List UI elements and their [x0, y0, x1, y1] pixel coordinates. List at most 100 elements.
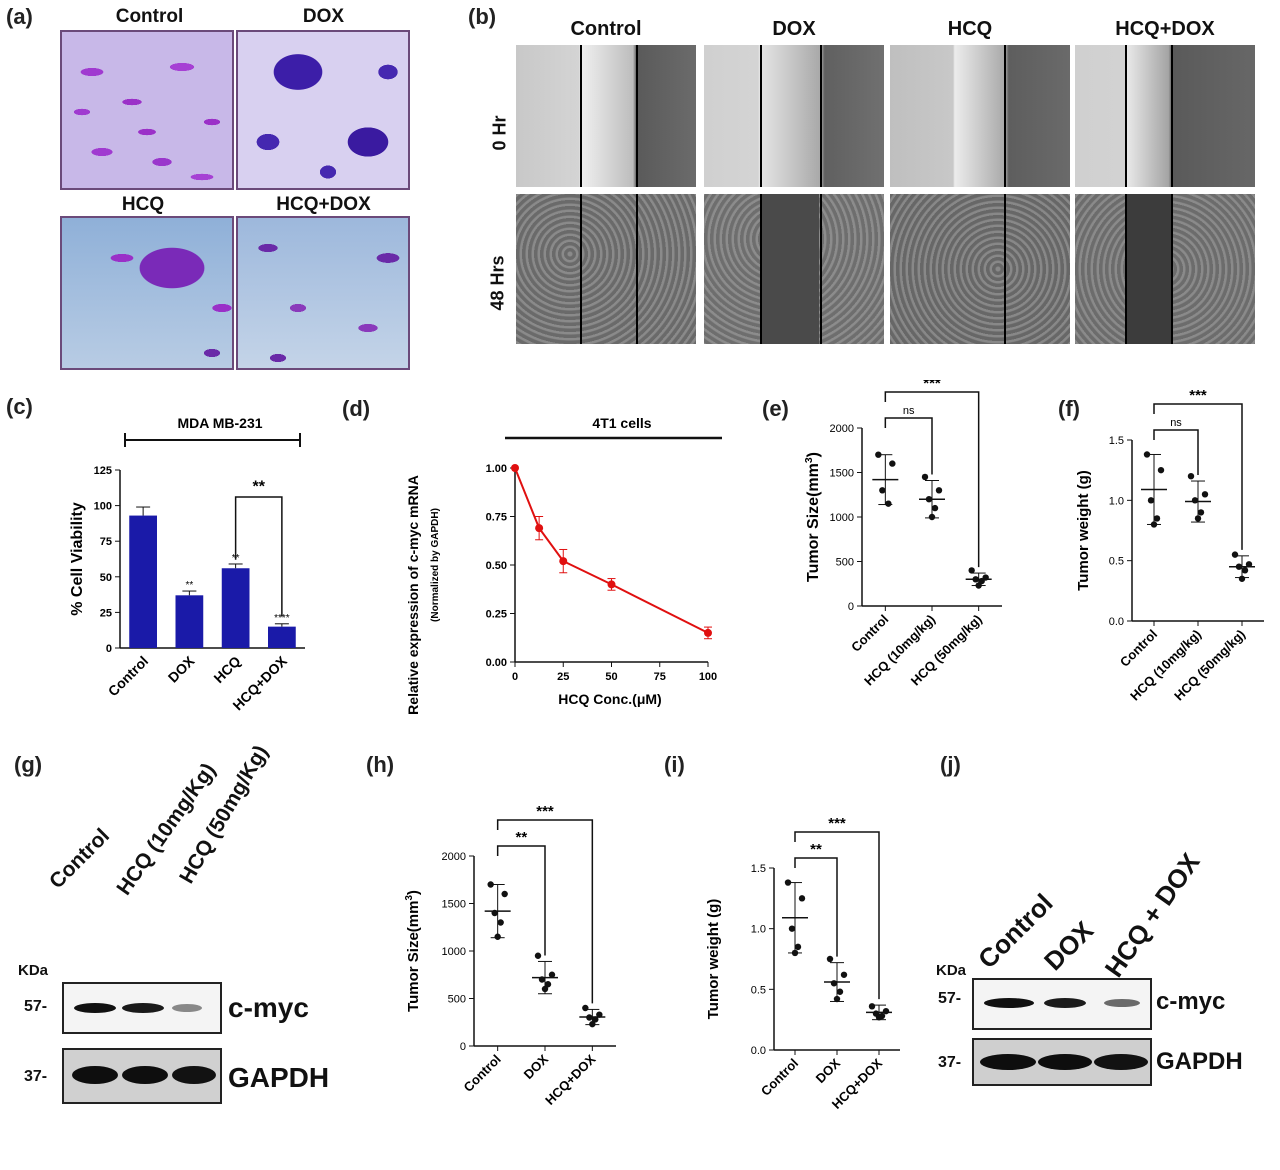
chart-d-cmyc-expression: 0.00 0.25 0.50 0.75 1.00 0 25 50 75 100 4T1 cells H… — [405, 415, 722, 715]
panel-label-h: (h) — [366, 752, 395, 777]
d-title: 4T1 cells — [592, 415, 651, 431]
wb-g-protein-cmyc: c-myc — [228, 992, 309, 1023]
panel-label-j: (j) — [940, 752, 961, 777]
wb-g-cmyc-strip — [62, 982, 222, 1034]
c-bar — [175, 595, 204, 648]
transwell-image-hcq-dox — [236, 216, 410, 370]
e-x-tick-label: Control — [848, 612, 891, 655]
d-x-tick-label: 100 — [699, 671, 717, 683]
wb-g-gapdh-band-1 — [72, 1066, 118, 1084]
d-x-tick-label: 25 — [557, 671, 569, 683]
i-data-point — [830, 980, 838, 987]
f-y-label: Tumor weight (g) — [1075, 470, 1092, 591]
i-bracket — [794, 831, 880, 1000]
c-bracket — [234, 496, 283, 617]
f-y-tick-label: 1.0 — [1109, 495, 1124, 507]
wb-j-lane-hcqdox: HCQ + DOX — [1098, 847, 1206, 983]
scratch-image-hcqdox-0hr — [1075, 45, 1255, 187]
c-x-tick-label: DOX — [165, 652, 198, 685]
panel-label-e: (e) — [762, 396, 789, 421]
wb-g-lane-control: Control — [45, 824, 115, 894]
i-bracket — [794, 857, 838, 957]
c-y-tick-label: 125 — [94, 465, 112, 477]
i-data-point — [826, 955, 834, 963]
f-data-point — [1150, 521, 1158, 528]
i-data-point — [788, 925, 796, 932]
micro-title-hcq-dox: HCQ+DOX — [276, 194, 371, 215]
scratch-col-dox: DOX — [772, 18, 816, 40]
c-bar-annotation: **** — [274, 613, 290, 624]
wb-j-gapdh-band-3 — [1094, 1054, 1148, 1070]
wb-j-gapdh-band-1 — [980, 1054, 1036, 1070]
d-y-label-sub: (Normalized by GAPDH) — [430, 508, 441, 622]
c-y-tick-label: 75 — [100, 536, 112, 548]
h-data-point — [544, 981, 552, 988]
scratch-image-control-48hr — [516, 194, 696, 344]
i-bracket-label: *** — [828, 815, 846, 832]
transwell-image-dox — [236, 30, 410, 190]
scratch-image-hcq-0hr — [890, 45, 1070, 187]
i-data-point — [833, 995, 841, 1003]
i-data-point — [784, 879, 792, 886]
c-y-tick-label: 100 — [94, 501, 112, 513]
f-data-point — [1143, 451, 1151, 458]
scratch-row-0hr: 0 Hr — [489, 115, 510, 151]
scratch-col-control: Control — [570, 18, 642, 40]
h-bracket-label: *** — [536, 803, 554, 820]
scratch-col-hcq: HCQ — [947, 18, 993, 40]
d-y-tick-label: 1.00 — [486, 463, 507, 475]
f-bracket — [1153, 429, 1199, 476]
i-bracket-label: ** — [810, 841, 822, 858]
h-data-point — [541, 985, 549, 993]
chart-c-cell-viability: 0255075100125Control**DOX**HCQ****HCQ+DO… — [69, 415, 305, 713]
e-data-point — [885, 500, 892, 507]
i-data-point — [791, 949, 799, 957]
micro-title-dox: DOX — [302, 6, 345, 27]
h-data-point — [501, 890, 508, 898]
c-y-tick-label: 25 — [100, 607, 112, 619]
h-data-point — [497, 919, 504, 926]
micro-title-control: Control — [115, 6, 184, 27]
wb-j-gapdh-band-2 — [1038, 1054, 1092, 1070]
d-data-point — [607, 580, 616, 589]
f-data-point — [1187, 473, 1195, 480]
wb-g-gapdh-strip — [62, 1048, 222, 1104]
scratch-image-hcq-48hr — [890, 194, 1070, 344]
i-data-point — [798, 895, 806, 902]
wb-g-protein-gapdh: GAPDH — [228, 1062, 330, 1093]
d-y-tick-label: 0.50 — [486, 560, 507, 572]
f-data-point — [1231, 551, 1239, 558]
i-y-tick-label: 0.5 — [751, 984, 766, 996]
d-data-point — [704, 628, 712, 637]
c-bar — [221, 568, 250, 648]
e-bracket-label: *** — [923, 380, 941, 392]
i-y-tick-label: 0.0 — [751, 1045, 766, 1057]
wb-j-cmyc-band-dox — [1044, 998, 1086, 1008]
wb-j-marker-37: 37- — [938, 1054, 962, 1071]
panel-label-f: (f) — [1058, 396, 1080, 421]
e-data-point — [935, 487, 943, 494]
h-y-tick-label: 1000 — [442, 946, 466, 958]
h-data-point — [538, 976, 546, 983]
f-data-point — [1245, 561, 1253, 568]
e-data-point — [968, 567, 975, 574]
e-y-tick-label: 2000 — [830, 423, 854, 435]
i-data-point — [836, 988, 844, 995]
d-y-label: Relative expression of c-myc mRNA — [405, 475, 421, 715]
e-bracket-label: ns — [903, 405, 915, 417]
e-y-tick-label: 500 — [836, 557, 854, 569]
f-data-point — [1238, 575, 1246, 582]
h-y-tick-label: 500 — [448, 994, 466, 1006]
e-y-tick-label: 1500 — [830, 468, 854, 480]
h-bracket-label: ** — [515, 829, 527, 846]
wb-j-protein-cmyc: c-myc — [1156, 988, 1226, 1015]
c-bracket-label: ** — [253, 478, 266, 495]
e-data-point — [972, 576, 979, 583]
h-data-point — [491, 909, 498, 917]
i-y-label: Tumor weight (g) — [705, 899, 722, 1020]
wb-j-cmyc-band-control — [984, 998, 1034, 1008]
scratch-row-48hrs: 48 Hrs — [487, 255, 508, 311]
